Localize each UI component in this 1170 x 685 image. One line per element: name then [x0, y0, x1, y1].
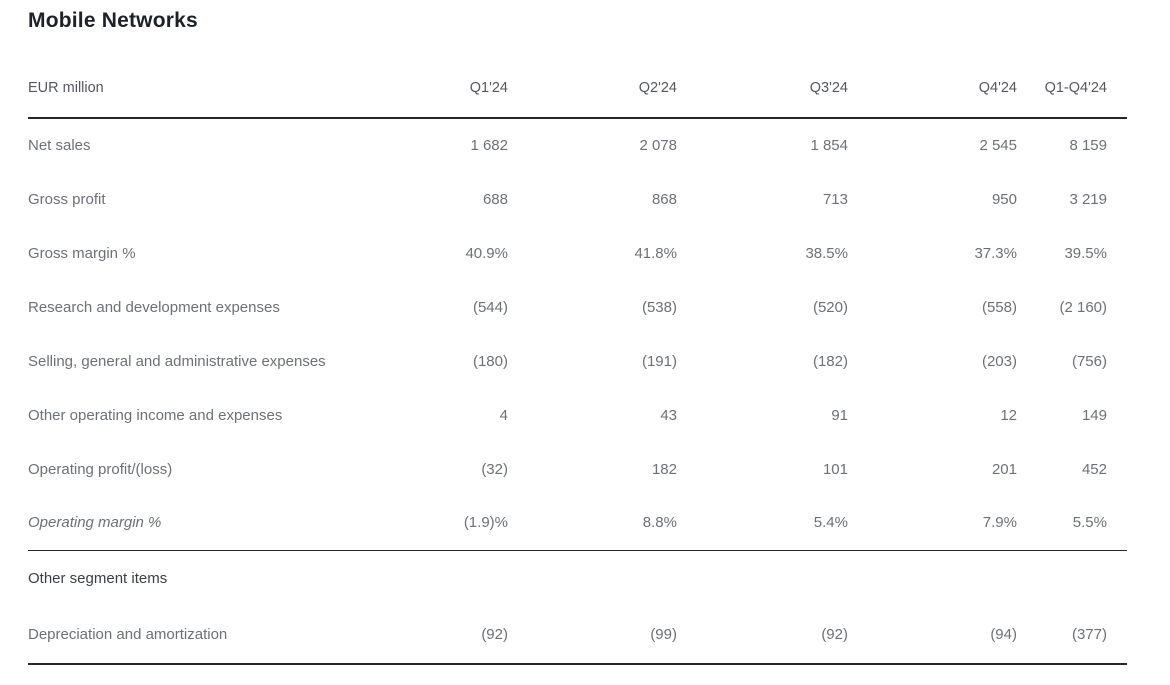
- cell-value: (203): [981, 352, 1017, 370]
- table-head: EUR million Q1'24 Q2'24 Q3'24 Q4'24 Q1-Q…: [28, 59, 1127, 119]
- cell-value: 201: [991, 460, 1017, 478]
- cell-value: (92): [677, 606, 848, 665]
- cell-value: 39.5%: [1064, 244, 1107, 262]
- table-row: Depreciation and amortization (92) (99) (92…: [28, 606, 1127, 665]
- cell-value: 37.3%: [974, 244, 1017, 262]
- cell-value: 868: [651, 190, 677, 208]
- row-label: Operating profit/(loss): [28, 460, 173, 478]
- cell-value: 149: [1081, 406, 1107, 424]
- cell-value: 452: [1081, 460, 1107, 478]
- cell-value: (2 160): [1059, 298, 1107, 316]
- cell-value: (94): [848, 606, 1017, 665]
- column-header-q2: Q2'24: [508, 59, 677, 119]
- cell-value: (538): [641, 298, 677, 316]
- cell-value: 2 545: [979, 137, 1017, 154]
- table-header-row: EUR million Q1'24 Q2'24 Q3'24 Q4'24 Q1-Q…: [28, 59, 1127, 119]
- cell-value: 43: [660, 406, 677, 424]
- row-label: Gross profit: [28, 190, 106, 208]
- cell-value: (182): [812, 352, 848, 370]
- table-row: Other operating income and expenses 4 43 91…: [28, 388, 1127, 442]
- table-row: Gross profit 688 868 713 950 3 219: [28, 172, 1127, 226]
- cell-value: 41.8%: [634, 244, 677, 262]
- cell-value: (756): [1071, 352, 1107, 370]
- cell-value: 1 682: [470, 137, 508, 154]
- cell-value: 1 854: [810, 137, 848, 154]
- row-label: Net sales: [28, 137, 91, 154]
- table-row: Operating profit/(loss) (32) 182 101 201 452: [28, 442, 1127, 496]
- row-label: Selling, general and administrative expe…: [28, 352, 326, 370]
- cell-value: (520): [812, 298, 848, 316]
- cell-value: 5.5%: [1017, 496, 1127, 551]
- cell-value: (92): [388, 606, 508, 665]
- cell-value: (558): [981, 298, 1017, 316]
- table-row: Gross margin % 40.9% 41.8% 38.5% 37.3% 39.5%: [28, 226, 1127, 280]
- cell-value: 8.8%: [508, 496, 677, 551]
- cell-value: 40.9%: [465, 244, 508, 262]
- table-row: Research and development expenses (544) (5…: [28, 280, 1127, 334]
- row-label: Gross margin %: [28, 244, 136, 262]
- segment-report: Mobile Networks EUR million Q1'24 Q2'24 …: [28, 0, 1127, 665]
- row-label: Other operating income and expenses: [28, 406, 283, 424]
- cell-value: (377): [1017, 606, 1127, 665]
- cell-value: 713: [822, 190, 848, 208]
- cell-value: (99): [508, 606, 677, 665]
- cell-value: 688: [482, 190, 508, 208]
- column-header-q1: Q1'24: [388, 59, 508, 119]
- cell-value: 91: [831, 406, 848, 424]
- cell-value: (544): [472, 298, 508, 316]
- row-label: Operating margin %: [28, 496, 388, 551]
- table-section: Other segment items: [28, 550, 1127, 606]
- cell-value: 7.9%: [848, 496, 1017, 551]
- cell-value: 2 078: [639, 137, 677, 154]
- cell-value: 950: [991, 190, 1017, 208]
- table-body-section: Depreciation and amortization (92) (99) (92…: [28, 606, 1127, 665]
- table-body-main: Net sales 1 682 2 078 1 854 2 545 8 159 Gross …: [28, 118, 1127, 551]
- cell-value: 182: [651, 460, 677, 478]
- section-header-row: Other segment items: [28, 550, 1127, 606]
- unit-label: EUR million: [28, 59, 388, 119]
- page-title: Mobile Networks: [28, 9, 198, 32]
- cell-value: 12: [1000, 406, 1017, 424]
- cell-value: (1.9)%: [388, 496, 508, 551]
- cell-value: 8 159: [1069, 137, 1107, 154]
- cell-value: 3 219: [1069, 190, 1107, 208]
- table-row: Operating margin % (1.9)% 8.8% 5.4% 7.9% 5.5%: [28, 496, 1127, 551]
- cell-value: 5.4%: [677, 496, 848, 551]
- section-header-label: Other segment items: [28, 569, 168, 587]
- financial-results-table: EUR million Q1'24 Q2'24 Q3'24 Q4'24 Q1-Q…: [28, 59, 1127, 665]
- cell-value: 4: [499, 406, 508, 424]
- column-header-full-year: Q1-Q4'24: [1017, 59, 1127, 119]
- cell-value: 101: [822, 460, 848, 478]
- cell-value: (32): [481, 460, 508, 478]
- column-header-q4: Q4'24: [848, 59, 1017, 119]
- table-row: Net sales 1 682 2 078 1 854 2 545 8 159: [28, 118, 1127, 172]
- row-label: Depreciation and amortization: [28, 606, 388, 665]
- row-label: Research and development expenses: [28, 298, 280, 316]
- table-row: Selling, general and administrative expe…: [28, 334, 1127, 388]
- cell-value: (191): [641, 352, 677, 370]
- cell-value: (180): [472, 352, 508, 370]
- cell-value: 38.5%: [805, 244, 848, 262]
- column-header-q3: Q3'24: [677, 59, 848, 119]
